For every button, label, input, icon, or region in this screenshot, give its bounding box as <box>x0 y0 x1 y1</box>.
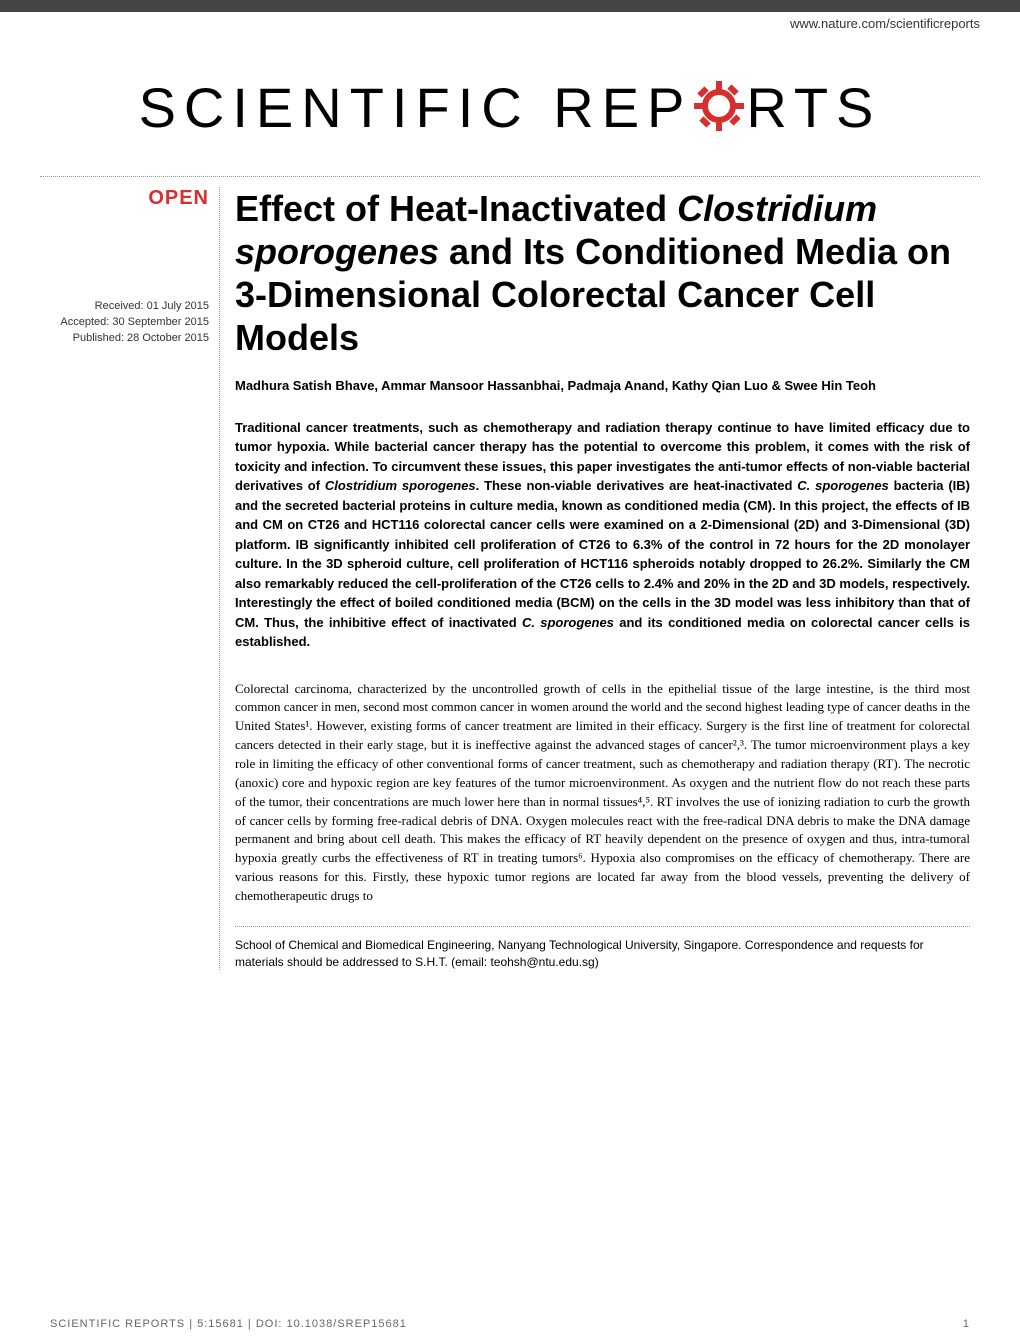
footer-citation: SCIENTIFIC REPORTS | 5:15681 | DOI: 10.1… <box>50 1318 407 1330</box>
accepted-date: Accepted: 30 September 2015 <box>50 316 209 328</box>
page-number: 1 <box>963 1318 970 1330</box>
author-list: Madhura Satish Bhave, Ammar Mansoor Hass… <box>235 377 970 395</box>
top-bar <box>0 0 1020 12</box>
abstract-italic2: C. sporogenes <box>797 478 889 493</box>
abstract-italic1: Clostridium sporogenes <box>325 478 476 493</box>
main-content: Effect of Heat-Inactivated Clostridium s… <box>220 187 970 971</box>
affiliation: School of Chemical and Biomedical Engine… <box>235 926 970 971</box>
abstract: Traditional cancer treatments, such as c… <box>235 418 970 652</box>
abstract-p3: bacteria (IB) and the secreted bacterial… <box>235 478 970 630</box>
journal-url: www.nature.com/scientificreports <box>0 12 1020 35</box>
abstract-italic3: C. sporogenes <box>522 615 614 630</box>
gear-icon <box>692 79 746 146</box>
article-title: Effect of Heat-Inactivated Clostridium s… <box>235 187 970 360</box>
page-footer: SCIENTIFIC REPORTS | 5:15681 | DOI: 10.1… <box>50 1318 970 1330</box>
sidebar: OPEN Received: 01 July 2015 Accepted: 30… <box>50 187 220 971</box>
received-date: Received: 01 July 2015 <box>50 300 209 312</box>
content-area: OPEN Received: 01 July 2015 Accepted: 30… <box>0 177 1020 971</box>
published-date: Published: 28 October 2015 <box>50 332 209 344</box>
title-part1: Effect of Heat-Inactivated <box>235 188 677 229</box>
body-paragraph: Colorectal carcinoma, characterized by t… <box>235 680 970 906</box>
abstract-p2: . These non-viable derivatives are heat-… <box>476 478 798 493</box>
journal-logo: SCIENTIFIC REPRTS <box>0 35 1020 176</box>
open-access-badge: OPEN <box>50 187 209 210</box>
